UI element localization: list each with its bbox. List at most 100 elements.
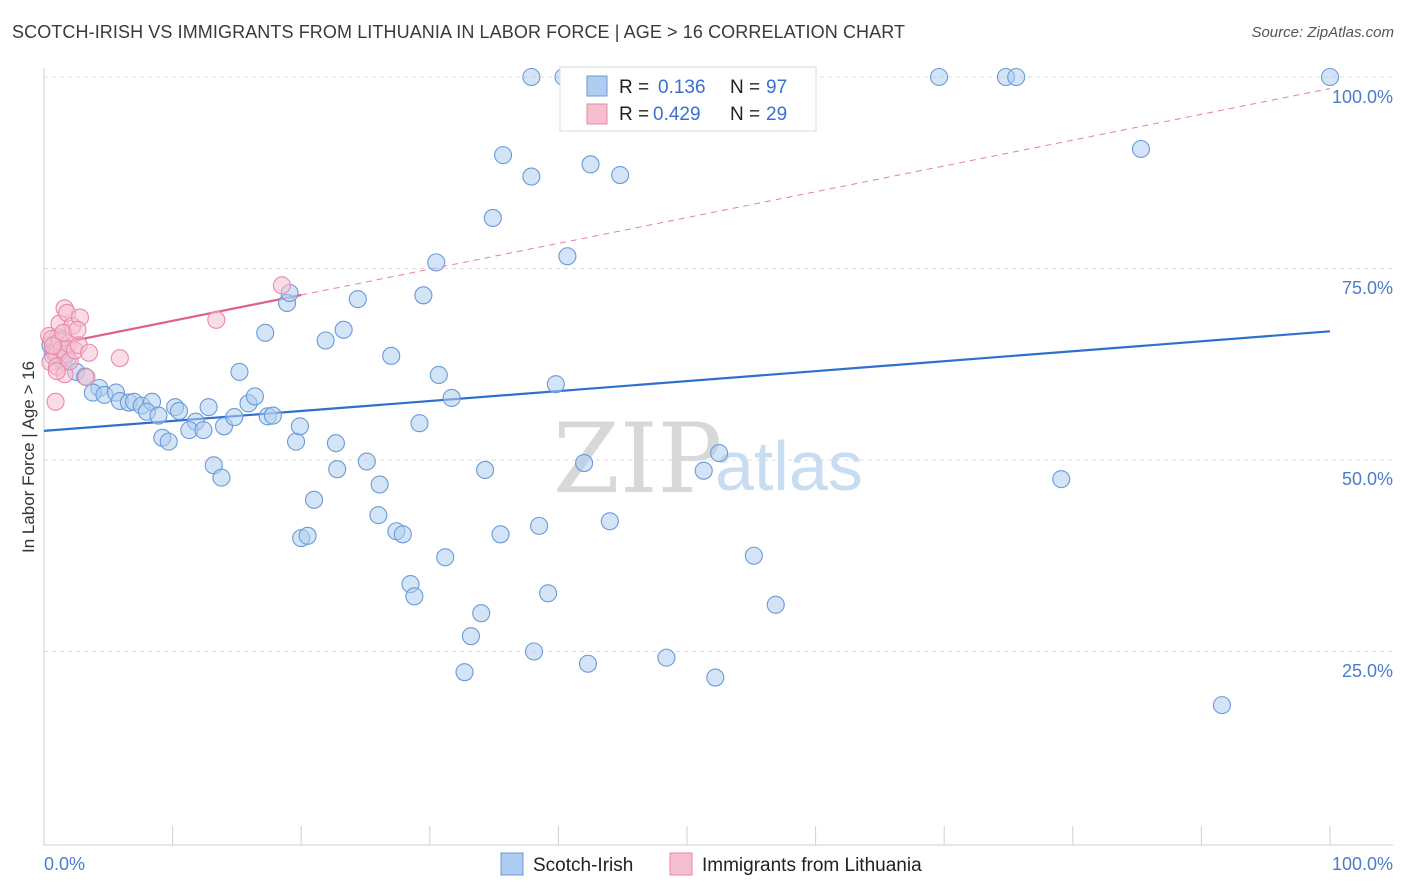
scotch-irish-point-14: [427, 253, 446, 272]
bottom-legend-label-lithuania: Immigrants from Lithuania: [702, 855, 922, 876]
scotch-irish-point-23: [546, 375, 565, 394]
scotch-irish-point-92: [694, 461, 713, 480]
scotch-irish-point-70: [369, 506, 388, 525]
legend-n-value-pink: 29: [766, 104, 787, 125]
legend-n-label-pink: N =: [730, 104, 760, 125]
scotch-irish-point-93: [710, 444, 729, 463]
correlation-legend: R = 0.136 N = 97 R = 0.429 N = 29: [559, 66, 817, 132]
scotch-irish-point-50: [225, 408, 244, 427]
legend-n-label-blue: N =: [730, 77, 760, 98]
scotch-irish-point-59: [287, 432, 306, 451]
legend-r-label-pink: R =: [619, 104, 649, 125]
scotch-irish-point-46: [169, 401, 189, 421]
scotch-irish-point-26: [442, 388, 461, 408]
scotch-irish-point-20: [256, 323, 275, 342]
scotch-irish-point-62: [410, 414, 429, 433]
scotch-irish-point-3: [930, 67, 949, 87]
scotch-irish-point-82: [472, 604, 491, 623]
scotch-irish-point-8: [581, 155, 600, 174]
lithuania-point-22: [46, 392, 65, 411]
lithuania-point-28: [43, 336, 63, 355]
scotch-irish-point-65: [370, 475, 389, 494]
scotch-irish-point-0: [522, 67, 541, 87]
lithuania-point-26: [47, 362, 66, 381]
legend-r-value-pink: 0.429: [653, 104, 701, 125]
legend-swatch-blue: [586, 75, 608, 97]
scotch-irish-point-24: [429, 365, 448, 385]
bottom-legend-swatch-blue: [500, 852, 524, 876]
scotch-irish-point-13: [558, 247, 577, 266]
scotch-irish-point-48: [199, 398, 218, 417]
scotch-irish-point-12: [483, 208, 502, 227]
scotch-irish-point-83: [461, 627, 481, 646]
scotch-irish-point-7: [494, 146, 513, 165]
scotch-irish-point-22: [382, 346, 401, 365]
scotch-irish-point-91: [575, 454, 594, 473]
scotch-irish-point-84: [524, 642, 544, 661]
scotch-irish-point-11: [1131, 139, 1151, 159]
lithuania-point-15: [77, 368, 96, 387]
scotch-irish-point-66: [476, 460, 495, 480]
x-tick-label-max: 100.0%: [1332, 854, 1393, 874]
scotch-irish-point-16: [348, 290, 367, 309]
y-tick-label-50: 50.0%: [1342, 469, 1393, 489]
scotch-irish-point-86: [455, 663, 474, 682]
scotch-irish-point-25: [230, 362, 249, 381]
scotch-irish-point-15: [414, 286, 433, 305]
y-axis-label: In Labor Force | Age > 16: [19, 361, 38, 553]
scotch-irish-point-94: [1052, 470, 1071, 489]
scotch-irish-point-54: [263, 406, 282, 425]
legend-swatch-pink: [586, 103, 608, 125]
bottom-legend-swatch-pink: [669, 852, 693, 876]
scotch-irish-point-80: [405, 587, 424, 606]
x-tick-label-min: 0.0%: [44, 854, 85, 874]
scotch-irish-point-52: [245, 387, 264, 406]
scotch-irish-point-44: [149, 406, 168, 425]
lithuania-point-25: [272, 276, 291, 295]
trend-lines: [43, 87, 1331, 432]
lithuania-points: [40, 276, 291, 411]
trend-line-lithuania: [43, 293, 302, 348]
scotch-irish-point-88: [706, 668, 725, 687]
trend-line-lithuania-extension: [301, 87, 1331, 296]
scotch-irish-point-78: [436, 548, 455, 567]
scotch-irish-point-77: [600, 512, 619, 531]
scotch-irish-point-63: [328, 460, 347, 479]
y-tick-label-75: 75.0%: [1342, 278, 1393, 298]
scotch-irish-point-5: [1007, 67, 1026, 87]
scotch-irish-point-68: [212, 468, 231, 487]
scotch-irish-point-90: [766, 595, 785, 614]
lithuania-point-23: [110, 349, 129, 368]
chart-title: SCOTCH-IRISH VS IMMIGRANTS FROM LITHUANI…: [12, 22, 906, 42]
scotch-irish-point-10: [611, 165, 630, 185]
scotch-irish-point-95: [1212, 696, 1232, 715]
scotch-irish-point-21: [316, 331, 335, 350]
scotch-irish-point-76: [530, 516, 549, 535]
scotch-irish-points: [41, 67, 1340, 715]
scotch-irish-point-74: [298, 526, 317, 545]
scotch-irish-point-19: [334, 320, 353, 339]
y-tick-label-25: 25.0%: [1342, 661, 1393, 681]
legend-n-value-blue: 97: [766, 77, 787, 98]
scotch-irish-point-64: [357, 452, 376, 471]
bottom-legend-label-scotch-irish: Scotch-Irish: [533, 855, 633, 876]
lithuania-point-27: [68, 320, 87, 339]
scotch-irish-point-60: [290, 417, 309, 436]
y-tick-label-100: 100.0%: [1332, 87, 1393, 107]
scotch-irish-point-89: [744, 546, 763, 565]
scotch-irish-point-85: [578, 654, 598, 673]
trend-line-scotch-irish: [43, 330, 1331, 432]
chart-source: Source: ZipAtlas.com: [1251, 24, 1394, 41]
scotch-irish-point-6: [1320, 67, 1340, 87]
lithuania-point-14: [79, 343, 99, 362]
scotch-irish-point-81: [539, 584, 558, 603]
legend-r-value-blue: 0.136: [658, 77, 706, 98]
axes: [43, 68, 1393, 846]
watermark-atlas: atlas: [715, 427, 863, 505]
scotch-irish-point-9: [522, 167, 541, 186]
lithuania-point-24: [207, 310, 226, 329]
scotch-irish-point-61: [326, 434, 345, 453]
scotch-irish-point-87: [657, 648, 676, 667]
scotch-irish-point-75: [491, 525, 510, 544]
scotch-irish-point-69: [305, 490, 324, 509]
